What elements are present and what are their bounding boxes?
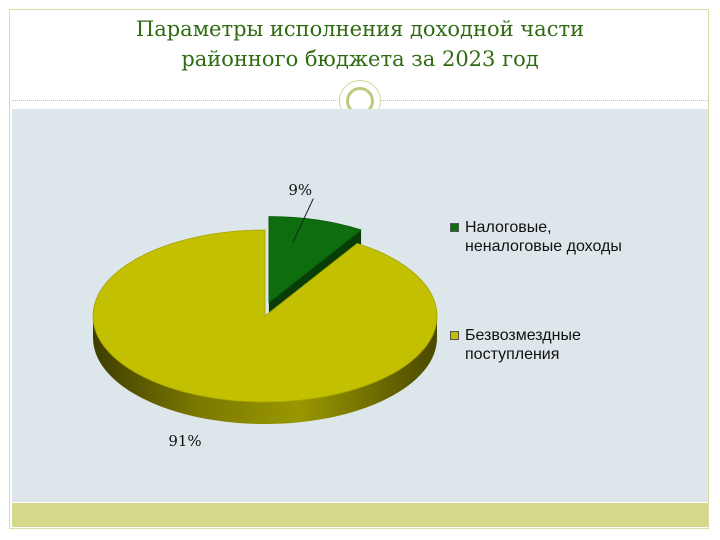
legend-label-grants-line-2: поступления — [465, 346, 560, 363]
title-divider-left — [12, 100, 342, 101]
slide-title-line-2: районного бюджета за 2023 год — [181, 47, 539, 71]
pie-slice-side-grants — [93, 316, 437, 424]
slide-title: Параметры исполнения доходной части райо… — [0, 14, 720, 74]
data-label-grants: 91% — [168, 432, 201, 450]
pie-slice-tax-revenue — [268, 216, 362, 304]
legend-label-tax-revenue: Налоговые, неналоговые доходы — [465, 218, 700, 256]
legend-label-grants-line-1: Безвозмездные — [465, 327, 581, 344]
data-label-tax-revenue: 9% — [288, 181, 312, 199]
legend-swatch-grants — [450, 331, 459, 340]
legend-swatch-tax-revenue — [450, 223, 459, 232]
legend-label-grants: Безвозмездные поступления — [465, 326, 700, 364]
slide-title-line-1: Параметры исполнения доходной части — [135, 17, 585, 41]
pie-slice-grants — [92, 229, 438, 403]
title-divider-right — [380, 100, 708, 101]
pie-chart: 9% 91% — [92, 181, 438, 450]
legend-label-tax-revenue-line-1: Налоговые, — [465, 219, 552, 236]
footer-band — [12, 503, 708, 527]
data-label-leader-tax-revenue — [292, 198, 314, 243]
legend-label-tax-revenue-line-2: неналоговые доходы — [465, 238, 622, 255]
